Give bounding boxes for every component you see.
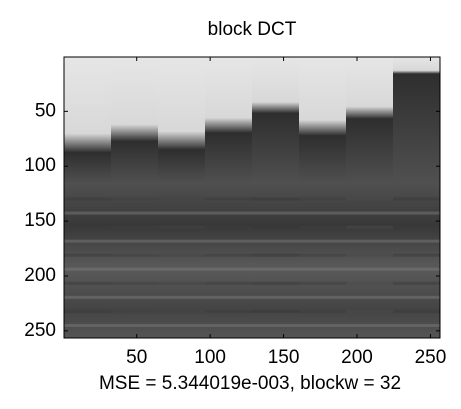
image-stripe [393,211,440,215]
x-tick-label: 100 [194,347,226,368]
image-stripe [111,253,159,257]
image-stripe [393,323,440,327]
image-stripe [252,309,300,313]
image-stripe [111,225,159,229]
image-stripe [64,309,112,313]
image-stripe [299,295,347,299]
image-stripe [158,267,206,271]
image-stripe [111,239,159,243]
image-stripe [158,197,206,201]
image-stripe [64,239,112,243]
image-stripe [158,309,206,313]
image-stripe [205,211,253,215]
image-stripe [64,211,112,215]
x-axis-label: MSE = 5.344019e-003, blockw = 32 [99,373,401,394]
image-stripe [205,323,253,327]
image-stripe [111,211,159,215]
image-stripe [111,323,159,327]
image-stripe [393,281,440,285]
x-tick-label: 250 [415,347,447,368]
image-stripe [158,281,206,285]
image-stripe [346,267,394,271]
image-stripe [205,309,253,313]
image-stripe [158,253,206,257]
image-stripe [299,239,347,243]
y-tick-label: 150 [24,210,56,231]
image-stripe [111,309,159,313]
image-stripe [346,225,394,229]
y-tick-label: 250 [24,320,56,341]
image-stripe [252,225,300,229]
x-tick-label: 200 [341,347,373,368]
image-stripe [205,267,253,271]
image-stripe [64,253,112,257]
y-tick-label: 50 [35,100,56,121]
image-stripe [299,323,347,327]
image-stripe [299,267,347,271]
image-stripe [252,323,300,327]
y-tick-label: 200 [24,265,56,286]
image-stripe [205,197,253,201]
image-stripe [393,239,440,243]
image-stripe [64,323,112,327]
image-stripe [64,197,112,201]
image-stripe [299,225,347,229]
image-stripe [111,295,159,299]
image-stripe [205,253,253,257]
image-stripe [205,239,253,243]
image-stripe [64,267,112,271]
image-stripe [64,281,112,285]
image-stripe [393,267,440,271]
x-tick-label: 50 [126,347,147,368]
image-stripe [64,225,112,229]
image-stripe [158,211,206,215]
image-stripe [252,267,300,271]
image [64,57,440,338]
image-stripe [252,211,300,215]
image-stripe [111,197,159,201]
image-stripe [158,323,206,327]
image-stripe [299,281,347,285]
image-stripe [393,197,440,201]
image-stripe [205,295,253,299]
image-stripe [252,295,300,299]
image-stripe [346,197,394,201]
x-tick-label: 150 [268,347,300,368]
image-stripe [205,225,253,229]
image-stripe [346,239,394,243]
image-stripe [346,323,394,327]
image-stripe [158,239,206,243]
axes-box [63,56,441,339]
image-stripe [111,281,159,285]
image-stripe [393,295,440,299]
image-stripe [393,253,440,257]
image-stripe [346,309,394,313]
image-stripe [299,197,347,201]
image-stripe [346,253,394,257]
y-tick-label: 100 [24,155,56,176]
image-stripe [346,211,394,215]
image-stripe [346,281,394,285]
image-stripe [299,211,347,215]
image-stripe [299,309,347,313]
image-stripe [346,295,394,299]
image-stripe [205,281,253,285]
image-stripe [252,239,300,243]
image-stripe [158,225,206,229]
image-stripe [252,197,300,201]
image-stripe [252,253,300,257]
image-stripe [64,295,112,299]
image-stripe [393,225,440,229]
image-stripe [111,267,159,271]
image-stripe [299,253,347,257]
image-stripe [158,295,206,299]
chart-title: block DCT [208,19,297,40]
image-stripe [393,309,440,313]
image-stripe [252,281,300,285]
